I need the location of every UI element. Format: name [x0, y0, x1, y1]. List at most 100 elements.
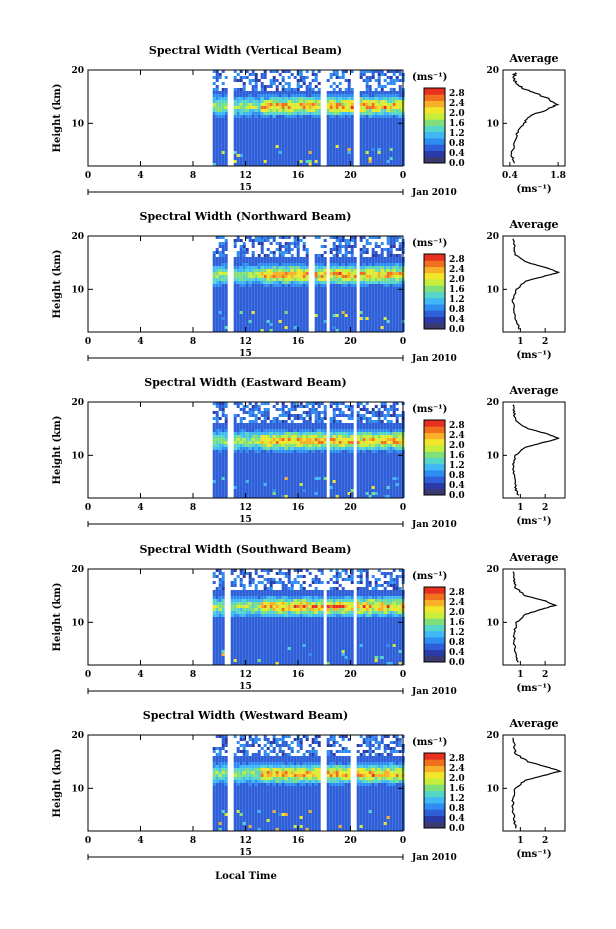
average-y-tick-label: 10 — [486, 451, 499, 461]
colorbar-tick-label: 1.2 — [449, 129, 465, 139]
colorbar-frame — [423, 419, 446, 496]
y-axis-label: Height (km) — [52, 84, 63, 153]
average-frame — [502, 401, 566, 499]
colorbar-swatch — [424, 451, 445, 458]
x-tick-label: 4 — [137, 503, 143, 513]
colorbar-swatch — [424, 476, 445, 483]
average-x-label: (ms⁻¹) — [516, 350, 551, 361]
colorbar-tick-label: 0.8 — [449, 305, 465, 315]
y-tick-label: 10 — [71, 285, 84, 295]
x-tick-label: 12 — [239, 503, 252, 513]
y-axis-label: Height (km) — [52, 416, 63, 485]
panel-title: Spectral Width (Eastward Beam) — [144, 376, 346, 389]
colorbar-tick-label: 1.2 — [449, 794, 465, 804]
colorbar-label: (ms⁻¹) — [412, 737, 447, 748]
colorbar-swatch — [424, 593, 445, 600]
colorbar-swatch — [424, 297, 445, 305]
date-label: Jan 2010 — [411, 354, 457, 364]
x-tick-label: 4 — [137, 670, 143, 680]
heatmap-cells — [212, 735, 405, 831]
colorbar-tick-label: 0.8 — [449, 139, 465, 149]
y-tick-label: 20 — [71, 66, 84, 76]
colorbar-tick-label: 2.4 — [449, 598, 465, 608]
average-y-tick-label: 20 — [486, 66, 499, 76]
colorbar-swatch — [424, 426, 445, 433]
colorbar-swatch — [424, 482, 445, 490]
colorbar-swatch — [424, 310, 445, 317]
colorbar-tick-label: 0.4 — [449, 315, 465, 325]
x-tick-label: 16 — [292, 670, 305, 680]
colorbar-swatch — [424, 790, 445, 798]
average-x-tick-label: 2 — [542, 670, 548, 680]
colorbar-tick-label: 2.0 — [449, 441, 465, 451]
day-label: 15 — [239, 349, 252, 359]
x-tick-label: 4 — [137, 171, 143, 181]
average-x-tick-label: 1.8 — [550, 171, 566, 181]
colorbar-tick-label: 2.8 — [449, 421, 465, 431]
x-tick-label: 20 — [344, 670, 357, 680]
colorbar-swatch — [424, 796, 445, 804]
date-label: Jan 2010 — [411, 687, 457, 697]
y-tick-label: 20 — [71, 232, 84, 242]
colorbar-tick-label: 0.0 — [449, 658, 465, 668]
x-tick-label: 12 — [239, 670, 252, 680]
colorbar-swatch — [424, 470, 445, 477]
colorbar-tick-label: 1.6 — [449, 119, 465, 129]
panel-title: Spectral Width (Vertical Beam) — [149, 44, 342, 57]
heatmap-cells — [212, 569, 405, 665]
colorbar-tick-label: 2.0 — [449, 774, 465, 784]
average-x-tick-label: 1 — [517, 670, 523, 680]
day-label: 15 — [239, 682, 252, 692]
colorbar-swatch — [424, 649, 445, 657]
x-tick-label: 16 — [292, 337, 305, 347]
colorbar-swatch — [424, 119, 445, 126]
colorbar-swatch — [424, 254, 445, 261]
y-axis-label: Height (km) — [52, 250, 63, 319]
colorbar-swatch — [424, 100, 445, 108]
y-tick-label: 20 — [71, 731, 84, 741]
x-tick-label: 8 — [190, 503, 196, 513]
x-tick-label: 0 — [400, 337, 406, 347]
colorbar-swatch — [424, 778, 445, 785]
colorbar-swatch — [424, 138, 445, 145]
colorbar-swatch — [424, 260, 445, 267]
colorbar-swatch — [424, 815, 445, 823]
colorbar-swatch — [424, 463, 445, 471]
colorbar-swatch — [424, 304, 445, 311]
average-title: Average — [508, 218, 558, 231]
colorbar-swatch — [424, 156, 445, 164]
colorbar-swatch — [424, 420, 445, 427]
x-tick-label: 12 — [239, 836, 252, 846]
day-label: 15 — [239, 515, 252, 525]
x-tick-label: 20 — [344, 171, 357, 181]
x-tick-label: 20 — [344, 503, 357, 513]
y-tick-label: 10 — [71, 119, 84, 129]
colorbar-swatch — [424, 131, 445, 139]
colorbar-swatch — [424, 618, 445, 625]
panel-1: Spectral Width (Northward Beam)0 4 8 12 16 20… — [52, 210, 566, 364]
x-tick-label: 16 — [292, 836, 305, 846]
x-tick-label: 0 — [85, 171, 91, 181]
x-tick-label: 0 — [400, 171, 406, 181]
average-title: Average — [508, 52, 558, 65]
panel-title: Spectral Width (Southward Beam) — [139, 543, 351, 556]
colorbar-swatch — [424, 457, 445, 465]
colorbar-swatch — [424, 432, 445, 440]
colorbar-tick-label: 0.0 — [449, 325, 465, 335]
average-x-label: (ms⁻¹) — [516, 516, 551, 527]
colorbar-label: (ms⁻¹) — [412, 571, 447, 582]
colorbar-swatch — [424, 587, 445, 594]
colorbar-swatch — [424, 150, 445, 158]
date-label: Jan 2010 — [411, 520, 457, 530]
panel-4: Spectral Width (Westward Beam)0 4 8 12 16 20 0… — [52, 709, 566, 863]
x-tick-label: 12 — [239, 171, 252, 181]
colorbar-swatch — [424, 624, 445, 632]
x-tick-label: 0 — [400, 670, 406, 680]
average-x-label: (ms⁻¹) — [516, 184, 551, 195]
x-tick-label: 12 — [239, 337, 252, 347]
colorbar-swatch — [424, 106, 445, 114]
colorbar-frame — [423, 253, 446, 330]
average-x-tick-label: 2 — [542, 337, 548, 347]
panel-3: Spectral Width (Southward Beam)0 4 8 12 16 20… — [52, 543, 566, 697]
colorbar-tick-label: 0.4 — [449, 814, 465, 824]
